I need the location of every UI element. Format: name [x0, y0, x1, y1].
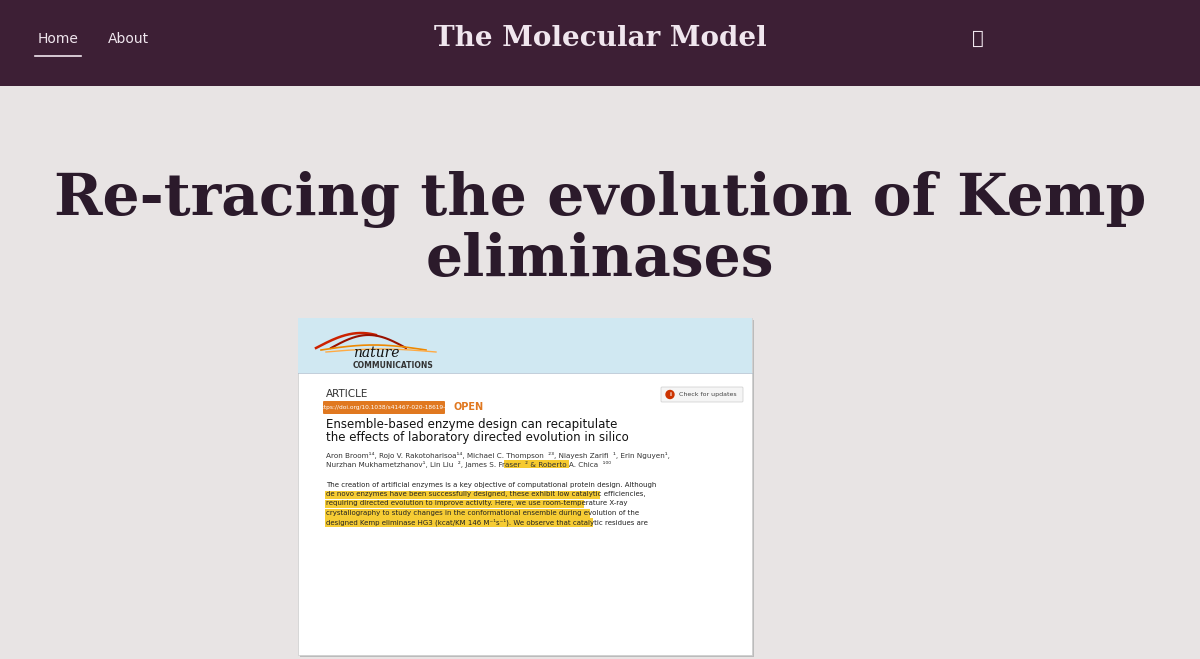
- FancyBboxPatch shape: [325, 500, 584, 508]
- FancyBboxPatch shape: [300, 320, 754, 657]
- FancyBboxPatch shape: [0, 0, 1200, 86]
- FancyBboxPatch shape: [323, 401, 445, 414]
- Text: ARTICLE: ARTICLE: [326, 389, 368, 399]
- FancyBboxPatch shape: [325, 491, 600, 500]
- Text: Aron Broom¹⁴, Rojo V. Rakotoharisoa¹⁴, Michael C. Thompson  ²³, Niayesh Zarifi  : Aron Broom¹⁴, Rojo V. Rakotoharisoa¹⁴, M…: [326, 452, 670, 459]
- Text: de novo enzymes have been successfully designed, these exhibit low catalytic eff: de novo enzymes have been successfully d…: [326, 491, 646, 497]
- Text: About: About: [108, 32, 149, 45]
- Text: COMMUNICATIONS: COMMUNICATIONS: [353, 360, 433, 370]
- Text: ⭣: ⭣: [972, 29, 984, 48]
- FancyBboxPatch shape: [325, 509, 590, 517]
- Circle shape: [666, 391, 674, 399]
- Text: the effects of laboratory directed evolution in silico: the effects of laboratory directed evolu…: [326, 431, 629, 444]
- Text: designed Kemp eliminase HG3 (kcat/KM 146 M⁻¹s⁻¹). We observe that catalytic resi: designed Kemp eliminase HG3 (kcat/KM 146…: [326, 519, 648, 527]
- Text: nature: nature: [353, 346, 400, 360]
- FancyBboxPatch shape: [298, 318, 752, 373]
- Text: The creation of artificial enzymes is a key objective of computational protein d: The creation of artificial enzymes is a …: [326, 482, 656, 488]
- Text: Re-tracing the evolution of Kemp: Re-tracing the evolution of Kemp: [54, 171, 1146, 229]
- Text: OPEN: OPEN: [454, 403, 484, 413]
- Text: eliminases: eliminases: [426, 232, 774, 288]
- Text: https://doi.org/10.1038/s41467-020-18619-x: https://doi.org/10.1038/s41467-020-18619…: [319, 405, 449, 410]
- Text: Ensemble-based enzyme design can recapitulate: Ensemble-based enzyme design can recapit…: [326, 418, 617, 431]
- Text: requiring directed evolution to improve activity. Here, we use room-temperature : requiring directed evolution to improve …: [326, 500, 628, 506]
- Text: Nurzhan Mukhametzhanov¹, Lin Liu  ², James S. Fraser  ² & Roberto A. Chica  ¹⁰⁰: Nurzhan Mukhametzhanov¹, Lin Liu ², Jame…: [326, 461, 611, 468]
- Text: crystallography to study changes in the conformational ensemble during evolution: crystallography to study changes in the …: [326, 509, 640, 515]
- Text: i: i: [670, 392, 671, 397]
- FancyBboxPatch shape: [504, 460, 569, 468]
- FancyBboxPatch shape: [661, 387, 743, 402]
- FancyBboxPatch shape: [298, 318, 752, 655]
- Text: Home: Home: [37, 32, 78, 45]
- Text: The Molecular Model: The Molecular Model: [433, 25, 767, 52]
- Text: Check for updates: Check for updates: [679, 392, 737, 397]
- FancyBboxPatch shape: [325, 518, 593, 527]
